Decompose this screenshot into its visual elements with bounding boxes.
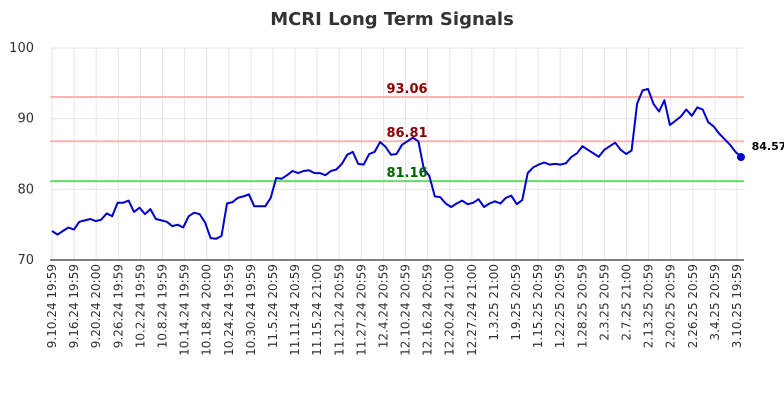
x-tick-label: 9.10.24 19:59 xyxy=(45,264,59,348)
x-tick-label: 10.2.24 19:59 xyxy=(133,264,147,348)
series-line xyxy=(51,88,742,240)
x-tick-label: 10.18.24 20:00 xyxy=(200,264,214,356)
x-tick-label: 11.5.24 20:59 xyxy=(266,264,280,348)
x-tick-label: 9.26.24 19:59 xyxy=(111,264,125,348)
last-value-label: 84.57 xyxy=(752,140,784,153)
x-tick-label: 1.22.25 20:59 xyxy=(553,264,567,348)
y-tick-label: 90 xyxy=(17,112,34,127)
x-tick-label: 2.26.25 20:59 xyxy=(686,264,700,348)
x-tick-label: 12.10.24 20:59 xyxy=(399,264,413,356)
x-tick-label: 1.3.25 21:00 xyxy=(487,264,501,341)
x-tick-label: 1.28.25 20:59 xyxy=(575,264,589,348)
x-tick-label: 3.10.25 19:59 xyxy=(730,264,744,348)
x-tick-label: 12.20.24 21:00 xyxy=(443,264,457,356)
x-tick-label: 9.16.24 19:59 xyxy=(67,264,81,348)
x-tick-label: 2.3.25 20:59 xyxy=(597,264,611,341)
x-tick-label: 11.27.24 20:59 xyxy=(354,264,368,356)
x-tick-label: 10.14.24 19:59 xyxy=(178,264,192,356)
chart-title: MCRI Long Term Signals xyxy=(270,9,514,30)
y-tick-label: 80 xyxy=(17,182,34,197)
x-tick-label: 11.11.24 20:59 xyxy=(288,264,302,356)
x-tick-label: 2.13.25 20:59 xyxy=(642,264,656,348)
last-value-point xyxy=(737,153,745,162)
reference-line-label: 81.16 xyxy=(386,166,427,181)
x-tick-label: 3.4.25 20:59 xyxy=(708,264,722,341)
x-tick-label: 10.8.24 19:59 xyxy=(155,264,169,348)
x-tick-label: 12.27.24 21:00 xyxy=(465,264,479,356)
x-tick-label: 11.15.24 21:00 xyxy=(310,264,324,356)
x-tick-label: 2.7.25 21:00 xyxy=(620,264,634,341)
y-tick-label: 70 xyxy=(17,253,34,268)
x-tick-label: 10.24.24 19:59 xyxy=(222,264,236,356)
x-tick-label: 2.20.25 20:59 xyxy=(664,264,678,348)
x-tick-label: 12.4.24 20:59 xyxy=(376,264,390,348)
y-tick-label: 100 xyxy=(9,41,34,56)
x-tick-label: 1.9.25 20:59 xyxy=(509,264,523,341)
x-tick-label: 12.16.24 20:59 xyxy=(421,264,435,356)
reference-line-label: 93.06 xyxy=(386,82,427,97)
reference-line-label: 86.81 xyxy=(386,126,427,141)
x-tick-label: 9.20.24 20:00 xyxy=(89,264,103,348)
x-tick-label: 10.30.24 19:59 xyxy=(244,264,258,356)
x-tick-label: 11.21.24 20:59 xyxy=(332,264,346,356)
x-tick-label: 1.15.25 20:59 xyxy=(531,264,545,348)
